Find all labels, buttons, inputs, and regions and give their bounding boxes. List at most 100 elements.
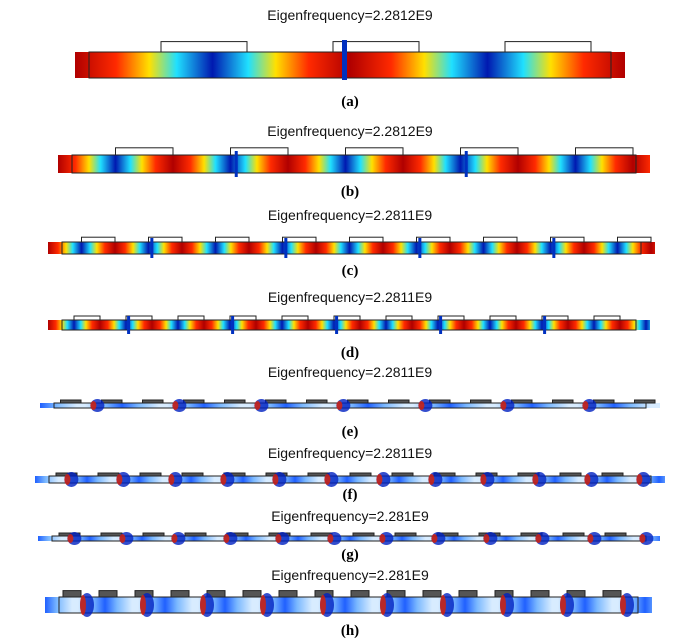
electrode bbox=[63, 591, 81, 597]
panel: Eigenfrequency=2.2812E9(a) bbox=[75, 7, 625, 110]
stress-spot bbox=[200, 595, 206, 615]
stress-spot bbox=[327, 534, 333, 543]
stress-spot bbox=[260, 595, 266, 615]
electrode bbox=[512, 400, 533, 403]
electrode bbox=[417, 237, 451, 242]
electrode bbox=[353, 533, 374, 536]
electrode bbox=[635, 400, 656, 403]
mode-shape bbox=[48, 320, 650, 330]
electrode bbox=[140, 473, 161, 476]
electrode bbox=[61, 400, 82, 403]
electrode bbox=[531, 591, 549, 597]
stress-spot bbox=[480, 474, 486, 485]
electrode bbox=[348, 400, 369, 403]
electrode bbox=[430, 400, 451, 403]
electrode bbox=[282, 316, 308, 320]
panel-title: Eigenfrequency=2.2811E9 bbox=[268, 289, 433, 305]
electrode bbox=[279, 591, 297, 597]
stress-spot bbox=[431, 534, 437, 543]
electrode bbox=[231, 148, 289, 155]
node-line bbox=[335, 316, 338, 334]
electrode bbox=[283, 237, 317, 242]
electrode bbox=[185, 533, 206, 536]
stress-spot bbox=[639, 534, 645, 543]
electrode bbox=[149, 237, 183, 242]
panel-title: Eigenfrequency=2.2811E9 bbox=[268, 207, 433, 223]
electrode bbox=[350, 237, 384, 242]
electrode bbox=[116, 148, 174, 155]
stress-spot bbox=[587, 534, 593, 543]
stress-spot bbox=[275, 534, 281, 543]
node-line bbox=[284, 238, 287, 258]
node-line bbox=[150, 238, 153, 258]
electrode bbox=[102, 400, 123, 403]
node-line bbox=[465, 151, 468, 177]
electrode bbox=[216, 237, 250, 242]
stress-spot bbox=[140, 595, 146, 615]
electrode bbox=[143, 400, 164, 403]
electrode bbox=[395, 533, 416, 536]
electrode bbox=[594, 400, 615, 403]
electrode bbox=[594, 316, 620, 320]
electrode bbox=[351, 591, 369, 597]
electrode bbox=[266, 400, 287, 403]
node-line bbox=[552, 238, 555, 258]
panel-label: (c) bbox=[342, 263, 359, 279]
electrode bbox=[461, 148, 519, 155]
electrode bbox=[618, 237, 652, 242]
electrode bbox=[459, 591, 477, 597]
electrode bbox=[350, 473, 371, 476]
panel: Eigenfrequency=2.2811E9(f) bbox=[35, 445, 665, 503]
electrode bbox=[423, 591, 441, 597]
stress-spot bbox=[500, 401, 506, 410]
panel-label: (b) bbox=[341, 184, 359, 200]
panel-label: (g) bbox=[341, 547, 359, 563]
electrode bbox=[576, 148, 634, 155]
panel-title: Eigenfrequency=2.2811E9 bbox=[268, 364, 433, 380]
electrode bbox=[505, 42, 591, 52]
electrode bbox=[560, 473, 581, 476]
stress-spot bbox=[428, 474, 434, 485]
stress-spot bbox=[172, 401, 178, 410]
electrode bbox=[82, 237, 116, 242]
panel-label: (e) bbox=[342, 424, 359, 440]
mode-shape bbox=[48, 242, 655, 254]
mode-shape bbox=[75, 52, 625, 78]
stress-spot bbox=[90, 401, 96, 410]
node-line bbox=[127, 316, 130, 334]
panel: Eigenfrequency=2.281E9(g) bbox=[38, 508, 660, 563]
node-line bbox=[342, 40, 347, 80]
stress-spot bbox=[620, 595, 626, 615]
stress-spot bbox=[171, 534, 177, 543]
electrode bbox=[99, 591, 117, 597]
panel-label: (f) bbox=[343, 487, 358, 503]
electrode bbox=[143, 533, 164, 536]
electrode bbox=[346, 148, 404, 155]
electrode bbox=[563, 533, 584, 536]
electrode bbox=[171, 591, 189, 597]
stress-spot bbox=[535, 534, 541, 543]
electrode bbox=[553, 400, 574, 403]
electrode bbox=[551, 237, 585, 242]
electrode bbox=[389, 400, 410, 403]
stress-spot bbox=[380, 595, 386, 615]
electrode bbox=[603, 591, 621, 597]
stress-spot bbox=[168, 474, 174, 485]
stress-spot bbox=[582, 401, 588, 410]
stress-spot bbox=[584, 474, 590, 485]
stress-spot bbox=[324, 474, 330, 485]
electrode bbox=[392, 473, 413, 476]
stress-spot bbox=[500, 595, 506, 615]
stress-spot bbox=[67, 534, 73, 543]
node-line bbox=[439, 316, 442, 334]
stress-spot bbox=[418, 401, 424, 410]
electrode bbox=[307, 400, 328, 403]
electrode bbox=[386, 316, 412, 320]
electrode bbox=[184, 400, 205, 403]
stress-spot bbox=[532, 474, 538, 485]
electrode bbox=[484, 237, 518, 242]
node-line bbox=[543, 316, 546, 334]
electrode bbox=[243, 591, 261, 597]
electrode bbox=[471, 400, 492, 403]
panel: Eigenfrequency=2.2811E9 (c) bbox=[48, 207, 655, 279]
